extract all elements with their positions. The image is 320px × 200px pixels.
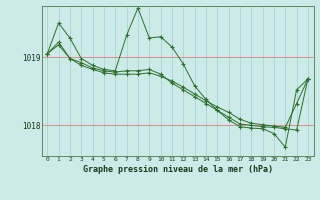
X-axis label: Graphe pression niveau de la mer (hPa): Graphe pression niveau de la mer (hPa) (83, 165, 273, 174)
